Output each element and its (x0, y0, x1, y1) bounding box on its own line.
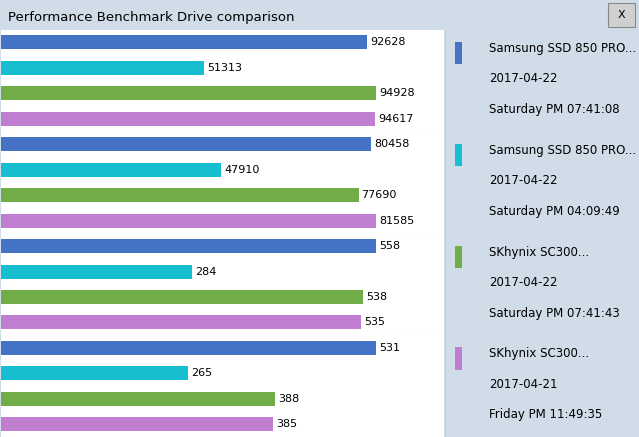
Bar (1, 290, 363, 304)
Text: 47910: 47910 (224, 165, 259, 175)
Text: 80458: 80458 (374, 139, 410, 149)
FancyBboxPatch shape (455, 144, 463, 166)
FancyBboxPatch shape (455, 42, 463, 64)
Text: SKhynix SC300...: SKhynix SC300... (489, 246, 590, 259)
Text: 2017-04-22: 2017-04-22 (489, 73, 558, 86)
Bar (1, 392, 275, 406)
Text: 92628: 92628 (371, 38, 406, 48)
Text: 558: 558 (380, 241, 401, 251)
Text: 2017-04-22: 2017-04-22 (489, 276, 558, 289)
Bar (1, 61, 204, 75)
Text: Performance Benchmark Drive comparison: Performance Benchmark Drive comparison (8, 11, 294, 24)
Bar (1, 239, 376, 253)
Text: Friday PM 11:49:35: Friday PM 11:49:35 (489, 409, 603, 422)
Text: 77690: 77690 (362, 190, 397, 200)
Text: 535: 535 (364, 317, 385, 327)
FancyBboxPatch shape (455, 246, 463, 268)
Bar (1, 188, 358, 202)
Text: 94617: 94617 (378, 114, 413, 124)
Bar (1, 264, 192, 278)
Bar (1, 214, 376, 228)
Bar (1, 366, 189, 380)
Text: 538: 538 (366, 292, 387, 302)
Text: 2017-04-22: 2017-04-22 (489, 174, 558, 187)
Text: 385: 385 (276, 419, 297, 429)
Bar (1, 417, 273, 431)
Text: 265: 265 (191, 368, 212, 378)
Text: 284: 284 (195, 267, 216, 277)
Text: Saturday PM 07:41:43: Saturday PM 07:41:43 (489, 307, 620, 320)
FancyBboxPatch shape (608, 3, 635, 27)
Bar (1, 137, 371, 151)
Text: 388: 388 (278, 394, 300, 404)
Bar (1, 112, 375, 126)
Text: Samsung SSD 850 PRO...: Samsung SSD 850 PRO... (489, 144, 636, 157)
Text: Samsung SSD 850 PRO...: Samsung SSD 850 PRO... (489, 42, 636, 55)
Bar (1, 35, 367, 49)
Text: Saturday PM 04:09:49: Saturday PM 04:09:49 (489, 205, 620, 218)
Text: 531: 531 (380, 343, 401, 353)
Text: 2017-04-21: 2017-04-21 (489, 378, 558, 391)
Bar (1, 316, 361, 329)
Text: 51313: 51313 (207, 63, 242, 73)
Text: 94928: 94928 (380, 88, 415, 98)
Text: Saturday PM 07:41:08: Saturday PM 07:41:08 (489, 103, 620, 116)
FancyBboxPatch shape (455, 347, 463, 370)
Text: X: X (618, 10, 626, 20)
Text: SKhynix SC300...: SKhynix SC300... (489, 347, 590, 361)
Bar (1, 87, 376, 101)
Text: 81585: 81585 (380, 215, 415, 225)
Bar (1, 341, 376, 355)
Bar (1, 163, 221, 177)
